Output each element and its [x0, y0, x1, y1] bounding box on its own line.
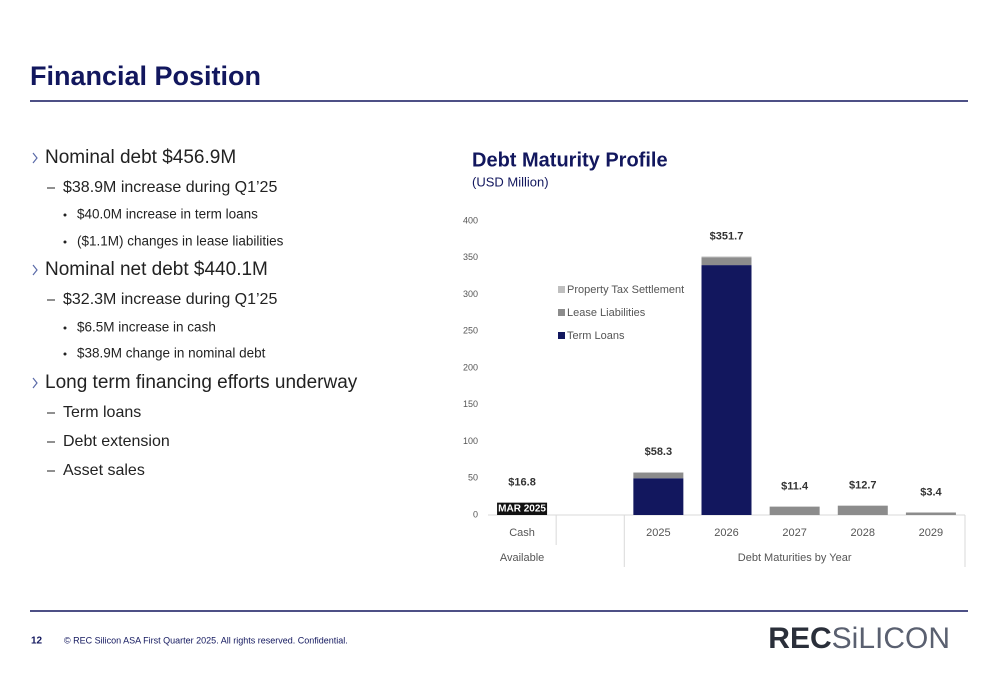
- bar-segment: [701, 265, 752, 515]
- total-label: $3.4: [920, 486, 942, 498]
- x-tick-label: 2029: [919, 527, 943, 539]
- y-tick-label: 50: [468, 473, 478, 483]
- legend-swatch: [558, 332, 565, 339]
- y-tick-label: 0: [473, 509, 478, 519]
- logo: RECSiLICON: [768, 622, 950, 655]
- page-number: 12: [31, 636, 43, 647]
- chart-title: Debt Maturity Profile: [472, 149, 668, 171]
- legend-swatch: [558, 286, 565, 293]
- bullet-chevron: [32, 152, 38, 164]
- bullet-text: Nominal debt $456.9M: [45, 147, 236, 168]
- bar-segment: [769, 506, 820, 515]
- bar-segment: [905, 512, 956, 515]
- total-label: $11.4: [781, 481, 809, 493]
- bullet-text: $38.9M increase during Q1’25: [63, 179, 277, 196]
- copyright: © REC Silicon ASA First Quarter 2025. Al…: [64, 635, 348, 645]
- cash-bar: [497, 502, 548, 515]
- bullet-text: Term loans: [63, 404, 141, 421]
- y-tick-label: 250: [463, 326, 478, 336]
- logo-rec: REC: [768, 622, 831, 655]
- bullet-dot: [63, 326, 67, 330]
- group-label: Available: [500, 552, 544, 564]
- chart-subtitle: (USD Million): [472, 174, 549, 189]
- bullet-text: $6.5M increase in cash: [77, 320, 216, 335]
- logo-silicon: SiLICON: [832, 622, 950, 655]
- y-tick-label: 150: [463, 399, 478, 409]
- bullet-text: Asset sales: [63, 462, 145, 479]
- bullet-text: Nominal net debt $440.1M: [45, 259, 268, 280]
- x-tick-label: 2025: [646, 527, 670, 539]
- cash-label: MAR 2025: [498, 504, 546, 515]
- bullet-text: Debt extension: [63, 433, 170, 450]
- x-tick-label: 2026: [714, 527, 738, 539]
- group-label: Debt Maturities by Year: [738, 552, 852, 564]
- bar-segment: [633, 478, 684, 515]
- x-tick-label: Cash: [509, 527, 535, 539]
- bar-segment: [701, 256, 752, 258]
- y-tick-label: 100: [463, 436, 478, 446]
- x-tick-label: 2027: [782, 527, 806, 539]
- bullet-text: $38.9M change in nominal debt: [77, 346, 266, 361]
- bullet-text: $40.0M increase in term loans: [77, 207, 258, 222]
- slide-title: Financial Position: [30, 61, 261, 91]
- y-tick-label: 400: [463, 215, 478, 225]
- total-label: $58.3: [645, 446, 673, 458]
- legend-swatch: [558, 309, 565, 316]
- y-tick-label: 200: [463, 362, 478, 372]
- total-label: $12.7: [849, 480, 877, 492]
- bullet-text: ($1.1M) changes in lease liabilities: [77, 234, 284, 249]
- bullet-chevron: [32, 264, 38, 276]
- legend-label: Property Tax Settlement: [567, 284, 684, 296]
- bullet-text: $32.3M increase during Q1’25: [63, 291, 277, 308]
- bullet-dot: [63, 240, 67, 244]
- bar-segment: [837, 505, 888, 515]
- bullet-text: Long term financing efforts underway: [45, 372, 358, 393]
- total-label: $16.8: [508, 477, 536, 489]
- bar-segment: [633, 472, 684, 473]
- total-label: $351.7: [710, 230, 744, 242]
- x-tick-label: 2028: [851, 527, 875, 539]
- bullet-dot: [63, 213, 67, 217]
- y-tick-label: 350: [463, 252, 478, 262]
- bullet-chevron: [32, 377, 38, 389]
- legend-label: Lease Liabilities: [567, 307, 646, 319]
- y-tick-label: 300: [463, 289, 478, 299]
- bullet-dot: [63, 352, 67, 356]
- bar-segment: [701, 257, 752, 266]
- legend-label: Term Loans: [567, 330, 625, 342]
- bar-segment: [633, 472, 684, 479]
